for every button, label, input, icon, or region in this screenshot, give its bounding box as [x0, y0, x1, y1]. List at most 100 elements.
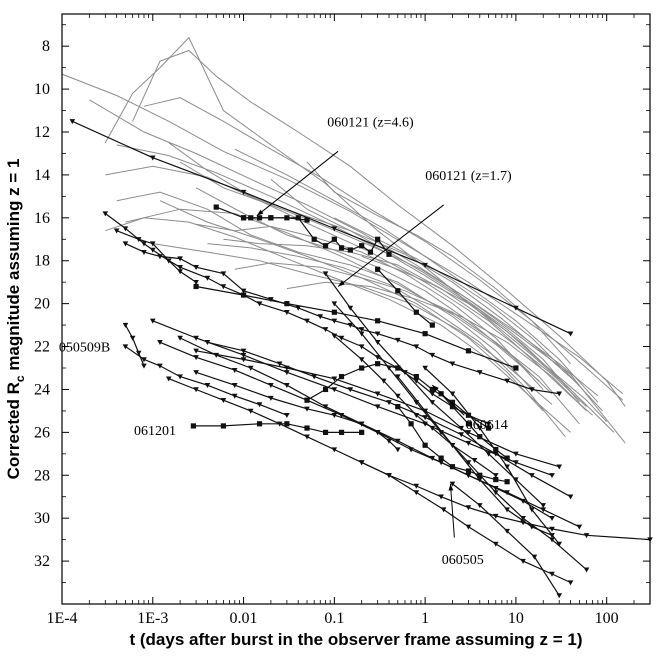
- data-point-upper-limit: [402, 370, 408, 376]
- data-point-upper-limit: [256, 301, 263, 307]
- annotation-label: 060121 (z=1.7): [425, 169, 512, 184]
- data-point-upper-limit: [149, 241, 156, 247]
- data-point-upper-limit: [177, 374, 183, 380]
- data-point-upper-limit: [256, 402, 263, 408]
- data-point-square: [322, 429, 329, 435]
- data-point-square: [359, 243, 365, 249]
- y-axis-title: Corrected Rc magnitude assuming z = 1: [4, 159, 27, 480]
- data-point-upper-limit: [465, 524, 472, 530]
- data-point-square: [338, 245, 345, 251]
- data-point-square: [465, 412, 472, 418]
- gray-light-curve: [270, 178, 580, 403]
- data-point-upper-limit: [549, 473, 555, 479]
- data-point-square: [504, 479, 510, 485]
- y-tick-label: 24: [34, 381, 50, 398]
- data-point-upper-limit: [520, 558, 526, 564]
- y-tick-label: 28: [34, 467, 50, 484]
- data-point-square: [304, 397, 310, 403]
- gray-light-curve: [132, 49, 626, 407]
- data-point-square: [493, 446, 499, 453]
- data-point-square: [408, 421, 414, 427]
- data-point-upper-limit: [141, 363, 147, 369]
- y-tick-label: 10: [34, 81, 50, 98]
- data-point-upper-limit: [540, 507, 547, 513]
- black-light-curve: [195, 285, 517, 369]
- data-point-upper-limit: [317, 314, 324, 320]
- data-point-upper-limit: [268, 382, 274, 388]
- y-tick-label: 20: [34, 296, 50, 313]
- data-point-upper-limit: [413, 378, 420, 384]
- annotation-arrowhead: [432, 385, 439, 392]
- data-point-upper-limit: [276, 361, 283, 367]
- gray-light-curve: [234, 262, 580, 425]
- data-point-square: [465, 468, 472, 474]
- data-point-upper-limit: [358, 357, 365, 363]
- data-point-square: [240, 215, 247, 221]
- data-point-square: [331, 236, 337, 242]
- data-point-upper-limit: [141, 357, 147, 363]
- data-point-upper-limit: [465, 460, 472, 466]
- data-point-upper-limit: [549, 571, 555, 577]
- x-tick-label: 1E-4: [46, 610, 77, 627]
- data-point-upper-limit: [556, 541, 563, 547]
- data-point-upper-limit: [513, 451, 519, 457]
- data-point-upper-limit: [485, 421, 492, 427]
- data-point-upper-limit: [394, 337, 401, 343]
- data-point-upper-limit: [449, 361, 456, 367]
- data-point-upper-limit: [177, 335, 183, 341]
- data-point-square: [493, 476, 499, 483]
- data-point-upper-limit: [358, 331, 365, 337]
- data-point-upper-limit: [429, 391, 436, 397]
- gray-light-curve: [286, 281, 587, 412]
- data-point-upper-limit: [284, 382, 290, 388]
- data-point-upper-limit: [149, 318, 156, 324]
- data-point-upper-limit: [413, 483, 420, 489]
- data-point-upper-limit: [338, 335, 345, 341]
- data-point-upper-limit: [476, 425, 483, 431]
- data-point-square: [338, 429, 345, 435]
- data-point-upper-limit: [331, 318, 338, 324]
- data-point-upper-limit: [284, 310, 290, 316]
- y-tick-label: 26: [34, 424, 50, 441]
- data-point-upper-limit: [122, 226, 129, 232]
- data-point-square: [304, 217, 310, 223]
- data-point-upper-limit: [347, 322, 354, 328]
- data-point-upper-limit: [374, 430, 381, 436]
- data-point-upper-limit: [358, 327, 365, 333]
- data-point-square: [338, 373, 345, 380]
- data-point-upper-limit: [122, 322, 129, 328]
- data-point-upper-limit: [113, 228, 120, 234]
- y-tick-label: 30: [34, 510, 50, 527]
- data-point-upper-limit: [322, 327, 329, 333]
- annotation-label: 060614: [466, 418, 508, 433]
- data-point-upper-limit: [394, 438, 401, 444]
- data-point-upper-limit: [347, 387, 354, 393]
- data-point-square: [386, 251, 392, 257]
- y-tick-label: 12: [34, 124, 50, 141]
- data-point-upper-limit: [240, 352, 247, 358]
- y-axis-title-subscript: c: [13, 375, 27, 382]
- data-point-upper-limit: [374, 331, 381, 337]
- data-point-upper-limit: [276, 421, 283, 427]
- data-point-square: [449, 404, 456, 410]
- data-point-upper-limit: [429, 425, 436, 431]
- data-point-upper-limit: [240, 348, 247, 354]
- data-point-upper-limit: [322, 271, 329, 277]
- data-point-upper-limit: [540, 503, 547, 509]
- data-point-upper-limit: [413, 490, 420, 496]
- annotation-label: 060505: [442, 553, 484, 568]
- data-point-square: [465, 421, 472, 427]
- data-point-square: [422, 331, 428, 337]
- data-point-upper-limit: [386, 400, 392, 406]
- gray-light-curve: [116, 191, 533, 390]
- data-point-square: [465, 348, 472, 354]
- data-point-square: [213, 204, 219, 210]
- data-point-upper-limit: [556, 593, 563, 599]
- data-point-upper-limit: [465, 430, 472, 436]
- gray-light-curve: [334, 217, 603, 412]
- data-point-upper-limit: [422, 408, 428, 414]
- data-point-upper-limit: [485, 451, 492, 457]
- data-point-upper-limit: [177, 256, 183, 262]
- x-tick-label: 0.1: [324, 610, 344, 627]
